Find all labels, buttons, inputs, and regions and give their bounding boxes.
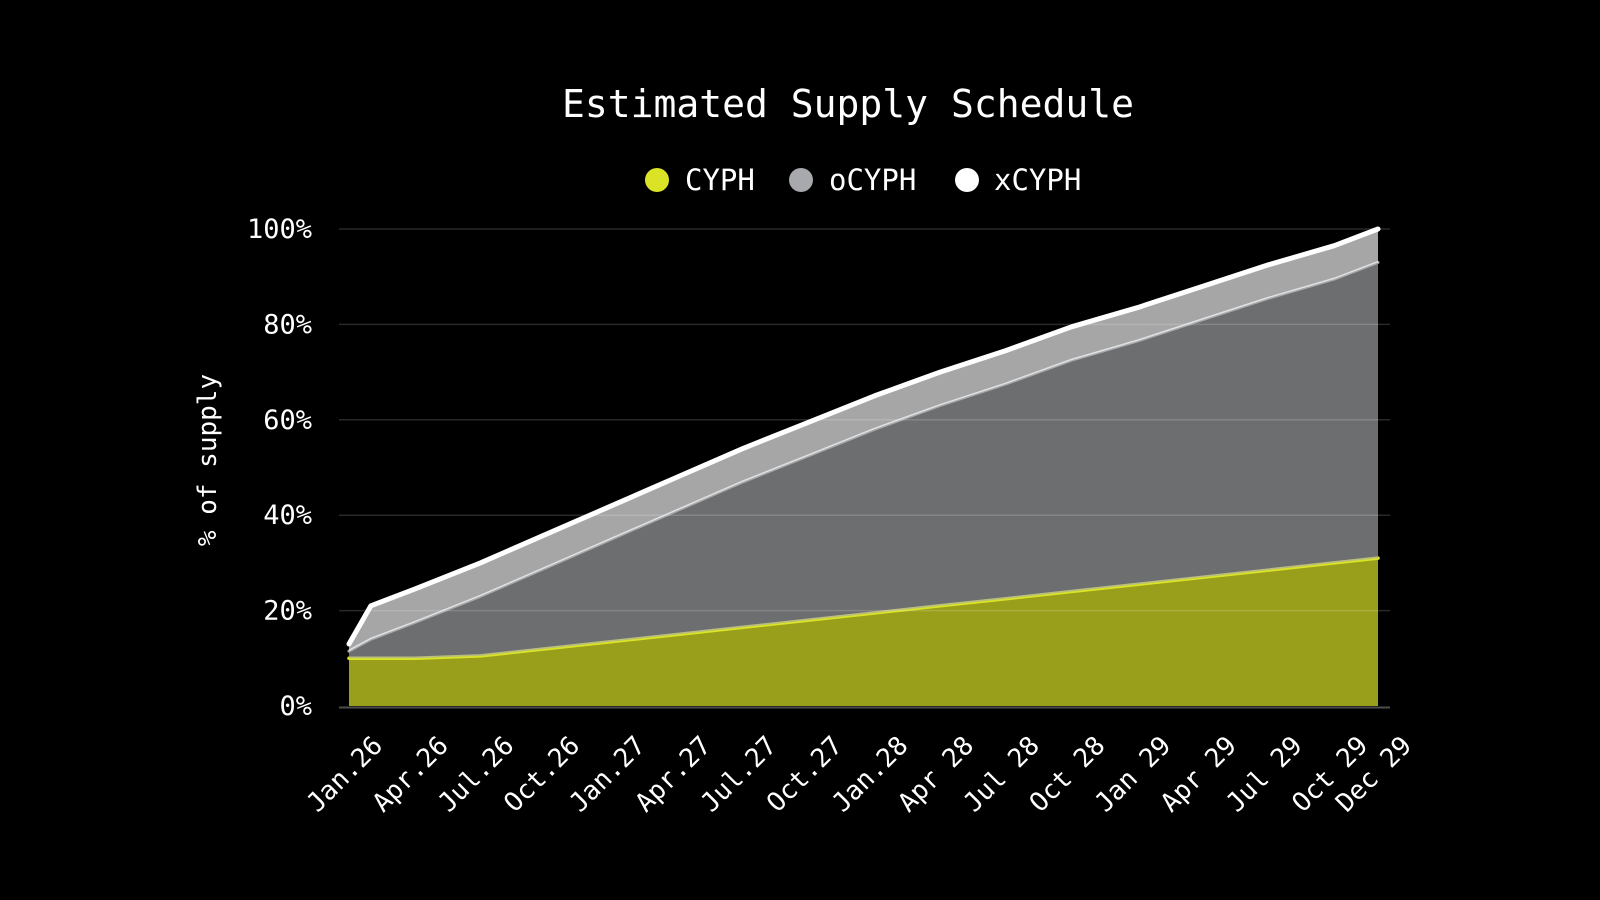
area-xcyph [349,229,1378,652]
legend: CYPH oCYPH xCYPH [645,163,1081,197]
legend-item-xcyph[interactable]: xCYPH [955,163,1081,197]
y-tick-label-20: 20% [263,596,312,627]
y-tick-label-0: 0% [279,691,312,722]
area-cyph [349,558,1378,706]
x-tick-labels: Jan.26Apr.26Jul.26Oct.26Jan.27Apr.27Jul.… [301,731,1418,819]
legend-label-cyph: CYPH [685,163,755,197]
stacked-areas [346,226,1381,706]
line-xcyph [346,226,1381,647]
legend-item-cyph[interactable]: CYPH [645,163,755,197]
area-ocyph [349,262,1378,659]
y-tick-labels: 0% 20% 40% 60% 80% 100% [247,214,312,722]
y-tick-label-100: 100% [247,214,312,245]
legend-label-ocyph: oCYPH [829,163,916,197]
legend-swatch-ocyph-icon [789,168,813,192]
legend-swatch-cyph-icon [645,168,669,192]
gridlines [339,228,1390,709]
legend-item-ocyph[interactable]: oCYPH [789,163,916,197]
y-axis-title: % of supply [193,374,223,546]
y-tick-label-80: 80% [263,309,312,340]
legend-label-xcyph: xCYPH [994,163,1081,197]
y-tick-label-40: 40% [263,500,312,531]
y-tick-label-60: 60% [263,405,312,436]
legend-swatch-xcyph-icon [955,168,979,192]
chart-title: Estimated Supply Schedule [562,82,1134,126]
